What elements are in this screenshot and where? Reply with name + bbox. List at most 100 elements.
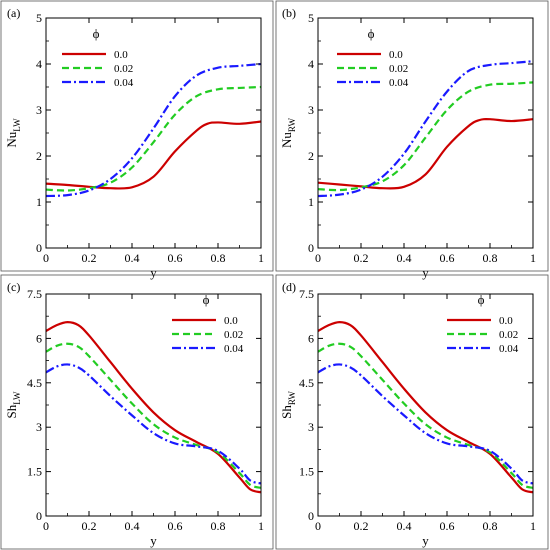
series-line-0 — [46, 321, 261, 494]
series-line-1 — [46, 342, 261, 489]
y-axis-label-sub: RW — [287, 391, 297, 406]
legend-entry-2: 0.04 — [389, 77, 409, 89]
y-tick-label: 1.5 — [27, 465, 42, 479]
panel-frame — [275, 274, 549, 550]
plot-area — [317, 293, 534, 517]
y-tick-label: 3 — [308, 103, 314, 117]
plot-area — [317, 17, 534, 249]
legend-entry-0: 0.0 — [224, 315, 238, 327]
x-tick-label: 0.2 — [354, 251, 369, 265]
y-axis-label-main: Sh — [279, 405, 294, 419]
y-tick-label: 0 — [308, 241, 314, 255]
series-line-1 — [46, 85, 261, 192]
x-axis-label: y — [422, 265, 429, 280]
series-line-0 — [318, 118, 533, 190]
series-group — [46, 321, 261, 494]
legend: ϕ 0.0 0.02 0.04 — [62, 26, 134, 89]
legend: ϕ 0.0 0.02 0.04 — [172, 292, 244, 355]
y-tick-label: 3 — [308, 420, 314, 434]
x-tick-label: 0.2 — [82, 251, 97, 265]
legend-entry-1: 0.02 — [499, 329, 518, 341]
x-tick-label: 0.8 — [483, 519, 498, 533]
y-tick-label: 4 — [36, 57, 42, 71]
y-tick-label: 2 — [308, 149, 314, 163]
x-tick-label: 0 — [315, 251, 321, 265]
x-tick-label: 1 — [530, 251, 536, 265]
x-tick-label: 1 — [258, 251, 264, 265]
legend-entry-1: 0.02 — [224, 329, 243, 341]
plot-area — [45, 17, 262, 249]
x-tick-label: 0.4 — [125, 519, 140, 533]
y-tick-label: 0 — [36, 241, 42, 255]
legend-entry-2: 0.04 — [114, 77, 134, 89]
series-line-0 — [318, 321, 533, 494]
x-tick-label: 0.6 — [440, 519, 455, 533]
legend-entry-0: 0.0 — [499, 315, 513, 327]
series-line-2 — [318, 60, 533, 198]
x-tick-label: 0.8 — [211, 519, 226, 533]
legend-title: ϕ — [478, 292, 485, 307]
panel-b: 0 0.2 0.4 0.6 0.8 1 0 1 2 3 4 5 (b) y NuRW ϕ 0.0 0.02 0.04 — [275, 0, 549, 280]
series-group — [318, 60, 533, 198]
series-line-2 — [46, 62, 261, 198]
x-tick-label: 0 — [43, 251, 49, 265]
series-line-2 — [46, 363, 261, 485]
y-tick-label: 4 — [308, 57, 314, 71]
y-axis-label-main: Nu — [4, 131, 19, 147]
series-group — [46, 62, 261, 198]
y-tick-label: 7.5 — [27, 287, 42, 301]
x-tick-label: 0.6 — [440, 251, 455, 265]
series-line-0 — [46, 120, 261, 190]
y-tick-label: 7.5 — [299, 287, 314, 301]
y-tick-label: 0 — [36, 509, 42, 523]
x-tick-label: 1 — [530, 519, 536, 533]
x-axis-label: y — [422, 533, 429, 548]
series-line-2 — [318, 363, 533, 485]
y-axis-label: ShLW — [4, 391, 22, 419]
x-tick-label: 0.8 — [211, 251, 226, 265]
panel-d: 0 0.2 0.4 0.6 0.8 1 0 1.5 3 4.5 6 7.5(d) y ShRW ϕ 0.0 0.… — [275, 274, 549, 550]
y-tick-label: 4.5 — [299, 376, 314, 390]
y-tick-label: 0 — [308, 509, 314, 523]
legend: ϕ 0.0 0.02 0.04 — [337, 26, 409, 89]
legend-title: ϕ — [93, 26, 100, 41]
x-tick-label: 1 — [258, 519, 264, 533]
panel-label: (b) — [282, 6, 296, 20]
y-tick-label: 2 — [36, 149, 42, 163]
legend-title: ϕ — [203, 292, 210, 307]
y-tick-label: 4.5 — [27, 376, 42, 390]
x-tick-label: 0.6 — [168, 519, 183, 533]
y-axis-label: ShRW — [279, 391, 297, 419]
y-axis-label-sub: LW — [12, 118, 22, 132]
panel-frame — [0, 0, 274, 272]
y-tick-label: 1 — [36, 195, 42, 209]
y-tick-label: 6 — [36, 331, 42, 345]
x-axis-label: y — [150, 533, 157, 548]
panel-label: (a) — [7, 6, 20, 20]
y-tick-label: 6 — [308, 331, 314, 345]
y-axis-label-sub: LW — [12, 391, 22, 405]
y-axis-label-main: Sh — [4, 404, 19, 418]
panel-c: 0 0.2 0.4 0.6 0.8 1 0 1.5 3 4.5 6 7.5 (c) y ShLW ϕ 0.0 0.… — [0, 274, 274, 550]
series-line-1 — [318, 81, 533, 192]
series-line-1 — [318, 342, 533, 489]
x-tick-label: 0.8 — [483, 251, 498, 265]
legend-entry-2: 0.04 — [224, 343, 244, 355]
x-axis-label: y — [150, 265, 157, 280]
panel-frame — [0, 274, 274, 550]
y-tick-label: 3 — [36, 420, 42, 434]
legend-entry-0: 0.0 — [389, 49, 403, 61]
panel-a: 0 0.2 0.4 0.6 0.8 1 0 1 2 3 4 5 (a) y NuLW ϕ 0.0 0.02 0.04 — [0, 0, 274, 280]
y-tick-label: 1.5 — [299, 465, 314, 479]
legend-entry-1: 0.02 — [114, 63, 133, 75]
panel-label: (c) — [7, 280, 20, 294]
y-axis-label-main: Nu — [279, 132, 294, 148]
panel-label: (d) — [282, 280, 296, 294]
y-axis-label: NuLW — [4, 118, 22, 148]
x-tick-label: 0.4 — [125, 251, 140, 265]
series-group — [318, 321, 533, 494]
legend-title: ϕ — [368, 26, 375, 41]
legend: ϕ 0.0 0.02 0.04 — [447, 292, 519, 355]
x-tick-label: 0 — [43, 519, 49, 533]
